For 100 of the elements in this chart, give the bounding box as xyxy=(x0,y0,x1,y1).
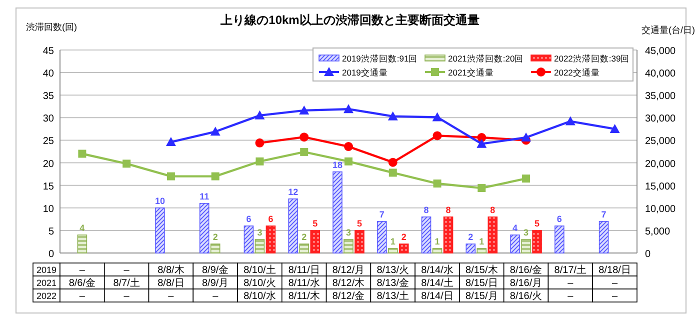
y2-tick-label: 45,000 xyxy=(645,46,676,57)
data-label: 3 xyxy=(257,227,262,238)
point xyxy=(211,172,220,180)
x-tick-label: 8/9/金 8/9/月 – xyxy=(202,264,229,302)
bar xyxy=(432,248,442,254)
x-tick-label: 8/10/土 8/10/火 8/10/水 xyxy=(244,264,276,302)
y-axis-title: 渋滞回数(回) xyxy=(26,22,77,32)
data-label: 7 xyxy=(601,209,606,220)
y2-tick-label: 30,000 xyxy=(645,114,676,125)
data-label: 5 xyxy=(356,218,362,228)
chart-title: 上り線の10km以上の渋滞回数と主要断面交通量 xyxy=(220,13,480,27)
data-label: 3 xyxy=(346,227,352,238)
y2-tick-label: 20,000 xyxy=(645,158,676,170)
y-tick-label: 45 xyxy=(42,46,54,57)
x-tick-label: 8/15/木 8/15/日 8/15/月 xyxy=(466,264,498,302)
data-label: 6 xyxy=(246,214,252,224)
point xyxy=(388,111,398,120)
y2-tick-label: 10,000 xyxy=(645,204,676,215)
legend-label: 2022交通量 xyxy=(554,68,600,78)
text: 2021 xyxy=(36,278,57,288)
y-tick-label: 30 xyxy=(42,114,54,125)
bar xyxy=(510,234,520,254)
data-label: 1 xyxy=(479,236,484,246)
x-tick-label: 8/18/日 – – xyxy=(598,265,631,302)
bar xyxy=(155,207,165,254)
data-label: 1 xyxy=(390,236,396,246)
y2-tick-label: 25,000 xyxy=(645,136,676,148)
x-tick-label: 8/14/水 8/14/土 8/14/日 xyxy=(421,264,454,302)
data-label: 4 xyxy=(512,222,518,233)
bar xyxy=(466,244,476,254)
y-tick-label: 10 xyxy=(42,204,54,215)
bar xyxy=(310,230,320,254)
legend-label: 2021渋滞回数:20回 xyxy=(448,54,524,64)
x-tick-label: 8/17/土 – – xyxy=(554,264,587,302)
bar xyxy=(476,248,487,254)
point xyxy=(522,174,530,183)
y2-tick-label: 5,000 xyxy=(645,226,670,238)
bar xyxy=(598,221,609,254)
bar xyxy=(388,248,398,254)
point xyxy=(476,138,487,148)
y2-tick-label: 40,000 xyxy=(645,68,676,80)
data-label: 2 xyxy=(468,232,474,242)
y2-tick-label: 35,000 xyxy=(645,91,676,102)
data-label: 3 xyxy=(524,227,529,238)
legend-label: 2022渋滞回数:39回 xyxy=(554,54,630,64)
x-tick-label: 8/8/木 8/8/日 – xyxy=(158,264,184,302)
data-label: 18 xyxy=(332,160,343,170)
bar xyxy=(332,171,342,254)
point xyxy=(254,110,265,120)
data-label: 2 xyxy=(212,232,218,242)
data-label: 10 xyxy=(154,196,165,206)
x-tick-label: 8/16/金 8/16/月 8/16/火 xyxy=(510,264,542,302)
point xyxy=(344,157,352,166)
text: 2019 xyxy=(36,265,57,275)
x-tick-label: – 8/7/土 – xyxy=(113,265,140,302)
y2-axis-title: 交通量(台/日) xyxy=(642,25,695,35)
bar xyxy=(443,216,454,254)
bar xyxy=(344,239,354,254)
y2-tick-label: 15,000 xyxy=(645,181,676,192)
data-label: 7 xyxy=(379,209,384,220)
x-tick-label: 8/12/月 8/12/木 8/12/金 xyxy=(332,265,365,302)
point xyxy=(210,126,220,136)
bar xyxy=(488,216,498,254)
y-tick-label: 40 xyxy=(42,68,54,80)
point xyxy=(299,105,310,114)
data-label: 5 xyxy=(534,218,540,228)
x-tick-label: 8/11/日 8/11/水 8/11/木 xyxy=(288,265,320,302)
y-tick-label: 0 xyxy=(48,249,54,260)
data-label: 8 xyxy=(446,204,451,215)
data-label: 5 xyxy=(312,218,318,228)
point xyxy=(256,157,264,166)
x-tick-label: 8/13/火 8/13/金 8/13/土 xyxy=(376,264,410,302)
bar xyxy=(199,202,210,254)
legend-label: 2021交通量 xyxy=(448,68,494,78)
bar xyxy=(254,239,265,254)
bar xyxy=(299,244,310,254)
point xyxy=(255,138,264,148)
data-label: 1 xyxy=(434,236,440,246)
bar xyxy=(244,226,254,254)
data-label: 4 xyxy=(80,222,85,233)
point xyxy=(478,184,486,192)
data-label: 11 xyxy=(200,191,210,202)
bar xyxy=(210,244,220,254)
data-label: 2 xyxy=(302,232,307,242)
point xyxy=(344,104,354,114)
point xyxy=(565,116,576,126)
bar xyxy=(376,221,387,254)
point xyxy=(477,133,486,142)
bar xyxy=(288,198,298,254)
point xyxy=(78,150,86,158)
point xyxy=(610,124,620,133)
data-label: 2 xyxy=(401,232,406,242)
data-label: 6 xyxy=(556,214,562,224)
bar xyxy=(532,230,542,254)
bar xyxy=(521,239,531,254)
point xyxy=(521,132,532,142)
point xyxy=(122,160,131,168)
bar xyxy=(354,230,364,254)
point xyxy=(388,168,397,177)
point xyxy=(166,172,175,180)
